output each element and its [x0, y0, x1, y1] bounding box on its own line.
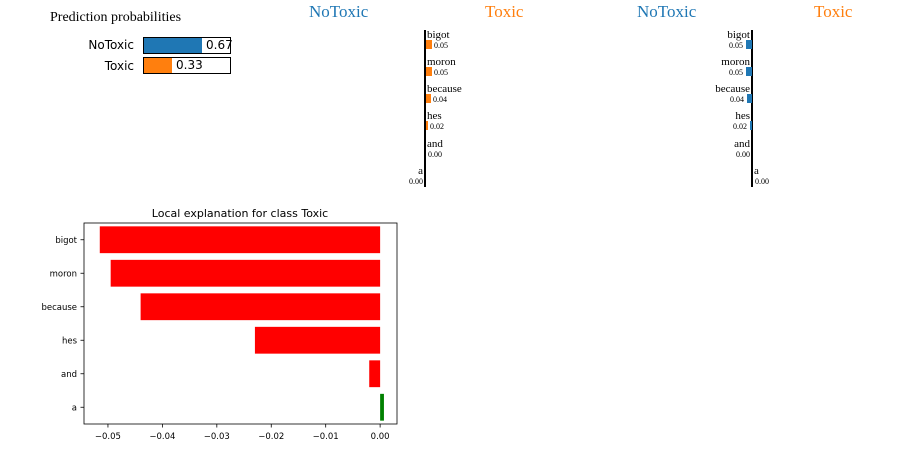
panel2-word-hes: hes [735, 110, 750, 122]
panel2-word-bigot: bigot [727, 29, 750, 41]
panel2-weight-moron: 0.05 [729, 68, 743, 77]
prediction-probabilities-title: Prediction probabilities [50, 10, 182, 25]
panel1-bar-because [426, 94, 431, 103]
panel1-weight-and: 0.00 [428, 150, 442, 159]
panel2-weight-a: 0.00 [755, 177, 769, 186]
panel2-weight-because: 0.04 [730, 95, 744, 104]
panel1-word-bigot: bigot [427, 29, 450, 41]
prob-value-notoxic: 0.67 [206, 38, 233, 52]
panel2-bar-hes [750, 121, 752, 130]
xtick-label-4: −0.01 [313, 432, 339, 442]
panel1-weight-because: 0.04 [433, 95, 447, 104]
panel2-axis [751, 30, 753, 187]
bar-because [140, 293, 381, 321]
chart-title: Local explanation for class Toxic [152, 207, 328, 220]
panel2-bar-bigot [746, 40, 752, 49]
panel1-bar-moron [426, 67, 432, 76]
ytick-label-a: a [72, 403, 77, 413]
panel1-weight-bigot: 0.05 [434, 41, 448, 50]
xtick-label-5: 0.00 [371, 432, 390, 442]
ytick-label-because: because [41, 303, 77, 313]
panel2-weight-hes: 0.02 [733, 122, 747, 131]
panel1-word-and: and [427, 138, 443, 150]
panel1-word-moron: moron [427, 56, 456, 68]
panel1-bar-bigot [426, 40, 432, 49]
prob-label-toxic: Toxic [104, 59, 134, 73]
panel2-word-moron: moron [721, 56, 750, 68]
ytick-label-hes: hes [62, 336, 78, 346]
prob-fill-notoxic [144, 38, 202, 53]
xtick-label-0: −0.05 [95, 432, 121, 442]
bar-a [380, 393, 384, 421]
panel2-weight-and: 0.00 [736, 150, 750, 159]
xtick-label-3: −0.02 [258, 432, 284, 442]
xtick-label-2: −0.03 [204, 432, 230, 442]
prob-value-toxic: 0.33 [176, 58, 203, 72]
panel1-weight-moron: 0.05 [434, 68, 448, 77]
plot-frame [83, 222, 398, 425]
panel2-bar-because [747, 94, 752, 103]
prob-label-notoxic: NoToxic [88, 38, 134, 52]
panel1-axis [424, 30, 426, 187]
panel1-bar-hes [426, 121, 428, 130]
bar-hes [254, 326, 381, 354]
panel2-bar-moron [746, 67, 752, 76]
bar-bigot [99, 226, 381, 254]
ytick-label-moron: moron [50, 269, 77, 279]
panel1-weight-hes: 0.02 [430, 122, 444, 131]
ytick-label-bigot: bigot [55, 236, 77, 246]
bar-and [369, 360, 381, 388]
panel2-weight-bigot: 0.05 [729, 41, 743, 50]
prob-fill-toxic [144, 58, 172, 73]
prob-bar-notoxic: 0.67 [143, 37, 233, 54]
bar-moron [110, 259, 381, 287]
panel2-word-because: because [715, 83, 750, 95]
panel2-word-and: and [734, 138, 750, 150]
panel2-toxic-heading: Toxic [814, 2, 853, 21]
xtick-label-1: −0.04 [149, 432, 175, 442]
prob-bar-toxic: 0.33 [143, 57, 231, 74]
panel2-word-a: a [754, 165, 759, 177]
panel2-notoxic-heading: NoToxic [637, 2, 697, 21]
panel1-weight-a: 0.00 [409, 177, 423, 186]
panel1-toxic-heading: Toxic [485, 2, 524, 21]
panel1-word-because: because [427, 83, 462, 95]
ytick-label-and: and [61, 370, 77, 380]
panel1-word-hes: hes [427, 110, 442, 122]
panel1-word-a: a [418, 165, 423, 177]
panel1-notoxic-heading: NoToxic [309, 2, 369, 21]
